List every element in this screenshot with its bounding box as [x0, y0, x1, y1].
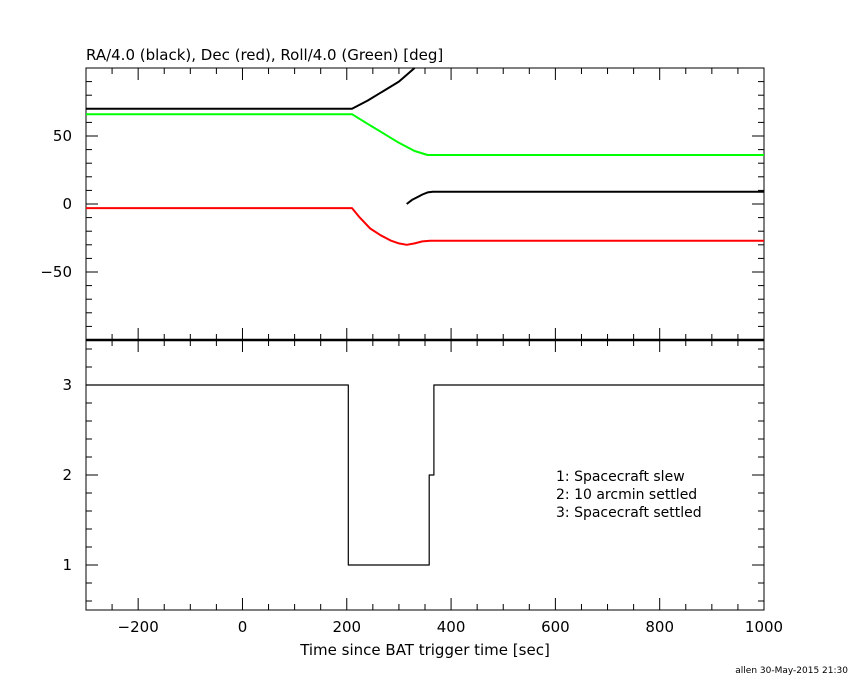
x-axis-label: Time since BAT trigger time [sec]: [299, 641, 550, 659]
legend: 1: Spacecraft slew 2: 10 arcmin settled …: [556, 469, 702, 521]
legend-entry-10-arcmin: 2: 10 arcmin settled: [556, 487, 697, 503]
status-y-tick-label: 3: [62, 376, 72, 394]
attitude-panel: −50 0 50: [40, 67, 765, 341]
attitude-series-2-segment-0: [86, 113, 764, 156]
status-y-tick-label: 1: [62, 556, 72, 574]
attitude-y-tick-label: −50: [40, 263, 72, 281]
legend-entry-settled: 3: Spacecraft settled: [556, 505, 702, 521]
x-tick-label: 1000: [745, 618, 783, 636]
attitude-series-1-segment-0: [86, 207, 764, 246]
legend-entry-slew: 1: Spacecraft slew: [556, 469, 685, 485]
x-tick-label: 400: [437, 618, 466, 636]
attitude-y-tick-label: 0: [62, 195, 72, 213]
footer-stamp: allen 30-May-2015 21:30: [735, 666, 848, 676]
status-series-0-segment-0: [86, 384, 764, 566]
settle-status-panel: 1 2 3 −200 0 200 400 600 800 1000: [62, 338, 783, 636]
attitude-series-0-segment-0: [86, 67, 416, 110]
status-y-tick-label: 2: [62, 466, 72, 484]
x-tick-label: 600: [541, 618, 570, 636]
attitude-series-0-segment-1: [406, 190, 764, 205]
x-tick-label: 200: [332, 618, 361, 636]
chart-title: RA/4.0 (black), Dec (red), Roll/4.0 (Gre…: [86, 46, 443, 64]
x-tick-label: 0: [238, 618, 248, 636]
x-tick-label: 800: [645, 618, 674, 636]
attitude-y-tick-label: 50: [53, 127, 72, 145]
x-tick-label: −200: [118, 618, 159, 636]
